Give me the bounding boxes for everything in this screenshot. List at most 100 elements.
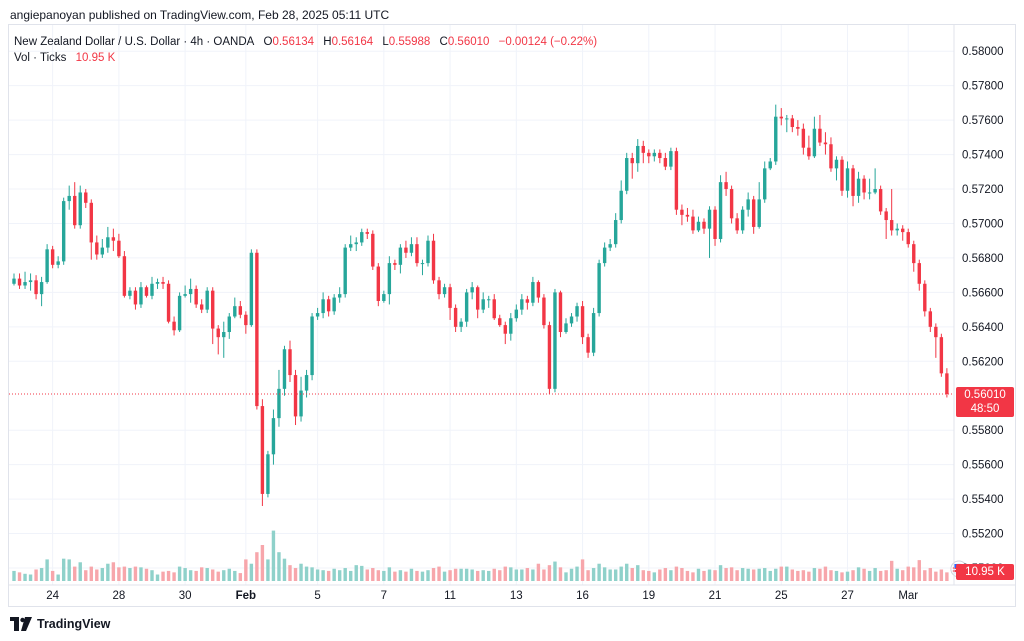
volume-bar bbox=[354, 565, 358, 581]
volume-bar bbox=[829, 570, 833, 581]
volume-label[interactable]: Vol · Ticks bbox=[14, 52, 67, 64]
volume-bar bbox=[542, 569, 546, 581]
high-label: H bbox=[323, 36, 332, 48]
time-tick-label: 11 bbox=[444, 590, 456, 602]
candle-body bbox=[183, 294, 187, 296]
volume-bar bbox=[923, 570, 927, 581]
candle-body bbox=[608, 244, 612, 248]
volume-bar bbox=[216, 571, 220, 581]
volume-bar bbox=[481, 570, 485, 581]
volume-bar bbox=[652, 572, 657, 581]
volume-bar bbox=[779, 566, 783, 581]
candle-body bbox=[431, 240, 436, 281]
candlestick-chart[interactable]: 0.58000 0.57800 0.57600 0.57400 0.57200 0.570… bbox=[9, 25, 1015, 606]
time-tick-label: 7 bbox=[381, 590, 387, 602]
volume-bar bbox=[785, 566, 789, 581]
volume-bar bbox=[807, 571, 811, 581]
volume-bar bbox=[547, 565, 552, 581]
candle-body bbox=[260, 406, 265, 494]
volume-bar bbox=[845, 571, 850, 581]
candle-body bbox=[818, 128, 822, 143]
candle-body bbox=[889, 220, 894, 231]
candle-body bbox=[525, 299, 530, 303]
candle-body bbox=[807, 147, 811, 157]
candle-body bbox=[470, 287, 474, 293]
volume-bar bbox=[382, 570, 386, 581]
candle-body bbox=[895, 228, 899, 231]
candle-body bbox=[531, 282, 535, 303]
low-label: L bbox=[382, 36, 389, 48]
volume-bar bbox=[199, 567, 204, 581]
volume-bar bbox=[161, 571, 165, 581]
volume-bar bbox=[128, 568, 132, 581]
candle-body bbox=[310, 316, 314, 376]
time-tick-label: Feb bbox=[236, 590, 256, 602]
volume-bar bbox=[111, 562, 116, 581]
volume-bar bbox=[139, 567, 143, 581]
candle-body bbox=[707, 209, 712, 229]
price-line bbox=[9, 393, 968, 578]
volume-bar bbox=[575, 566, 579, 581]
candle-body bbox=[249, 252, 254, 326]
volume-bar bbox=[475, 570, 480, 581]
volume-bar bbox=[431, 568, 436, 581]
candle-body bbox=[492, 299, 496, 319]
candle-body bbox=[652, 152, 657, 157]
candle-body bbox=[934, 326, 938, 338]
candle-body bbox=[299, 390, 303, 417]
time-tick-label: 21 bbox=[709, 590, 722, 602]
volume-bar bbox=[691, 572, 695, 581]
volume-bar bbox=[255, 552, 259, 581]
candle-body bbox=[216, 328, 220, 338]
price-tick-label: 0.56400 bbox=[962, 322, 1004, 334]
candle-body bbox=[613, 220, 618, 245]
price-tick-label: 0.55600 bbox=[962, 460, 1004, 472]
volume-bars bbox=[12, 530, 949, 581]
candle-body bbox=[625, 158, 629, 191]
volume-bar bbox=[238, 573, 243, 581]
volume-bar bbox=[901, 570, 905, 581]
candle-body bbox=[337, 294, 342, 298]
candle-body bbox=[729, 189, 734, 219]
price-tick-label: 0.56200 bbox=[962, 356, 1004, 368]
candle-body bbox=[144, 287, 149, 296]
candle-body bbox=[365, 232, 369, 234]
candle-body bbox=[161, 282, 165, 284]
volume-bar bbox=[437, 566, 441, 581]
volume-bar bbox=[746, 568, 750, 581]
time-tick-label: 27 bbox=[841, 590, 854, 602]
volume-bar bbox=[271, 530, 276, 581]
candle-body bbox=[939, 337, 944, 374]
volume-bar bbox=[393, 571, 397, 581]
candle-body bbox=[354, 242, 358, 245]
volume-bar bbox=[459, 568, 463, 581]
candle-body bbox=[95, 242, 99, 255]
candle-body bbox=[751, 199, 756, 227]
volume-bar bbox=[260, 545, 265, 581]
volume-bar bbox=[376, 570, 381, 581]
candle-body bbox=[398, 247, 403, 265]
symbol-description[interactable]: New Zealand Dollar / U.S. Dollar · 4h · … bbox=[14, 36, 255, 48]
candle-body bbox=[293, 375, 298, 417]
volume-bar bbox=[282, 558, 287, 581]
price-tick-label: 0.56800 bbox=[962, 253, 1004, 265]
volume-bar bbox=[39, 568, 44, 581]
volume-bar bbox=[713, 570, 717, 581]
volume-bar bbox=[67, 559, 71, 581]
candle-body bbox=[139, 287, 143, 305]
candle-body bbox=[713, 209, 717, 239]
volume-bar bbox=[812, 568, 817, 581]
price-tick-label: 0.57800 bbox=[962, 81, 1004, 93]
candle-body bbox=[840, 159, 844, 191]
footer-brand[interactable]: TradingView bbox=[10, 617, 110, 631]
candle-body bbox=[619, 190, 623, 221]
volume-bar bbox=[873, 568, 877, 581]
candle-body bbox=[740, 209, 745, 231]
candle-body bbox=[188, 288, 193, 295]
candle-body bbox=[906, 232, 910, 245]
volume-bar bbox=[851, 570, 855, 581]
last-price-value: 0.56010 bbox=[964, 389, 1006, 402]
candle-body bbox=[591, 313, 596, 353]
candle-body bbox=[360, 232, 364, 243]
candle-body bbox=[757, 199, 761, 227]
